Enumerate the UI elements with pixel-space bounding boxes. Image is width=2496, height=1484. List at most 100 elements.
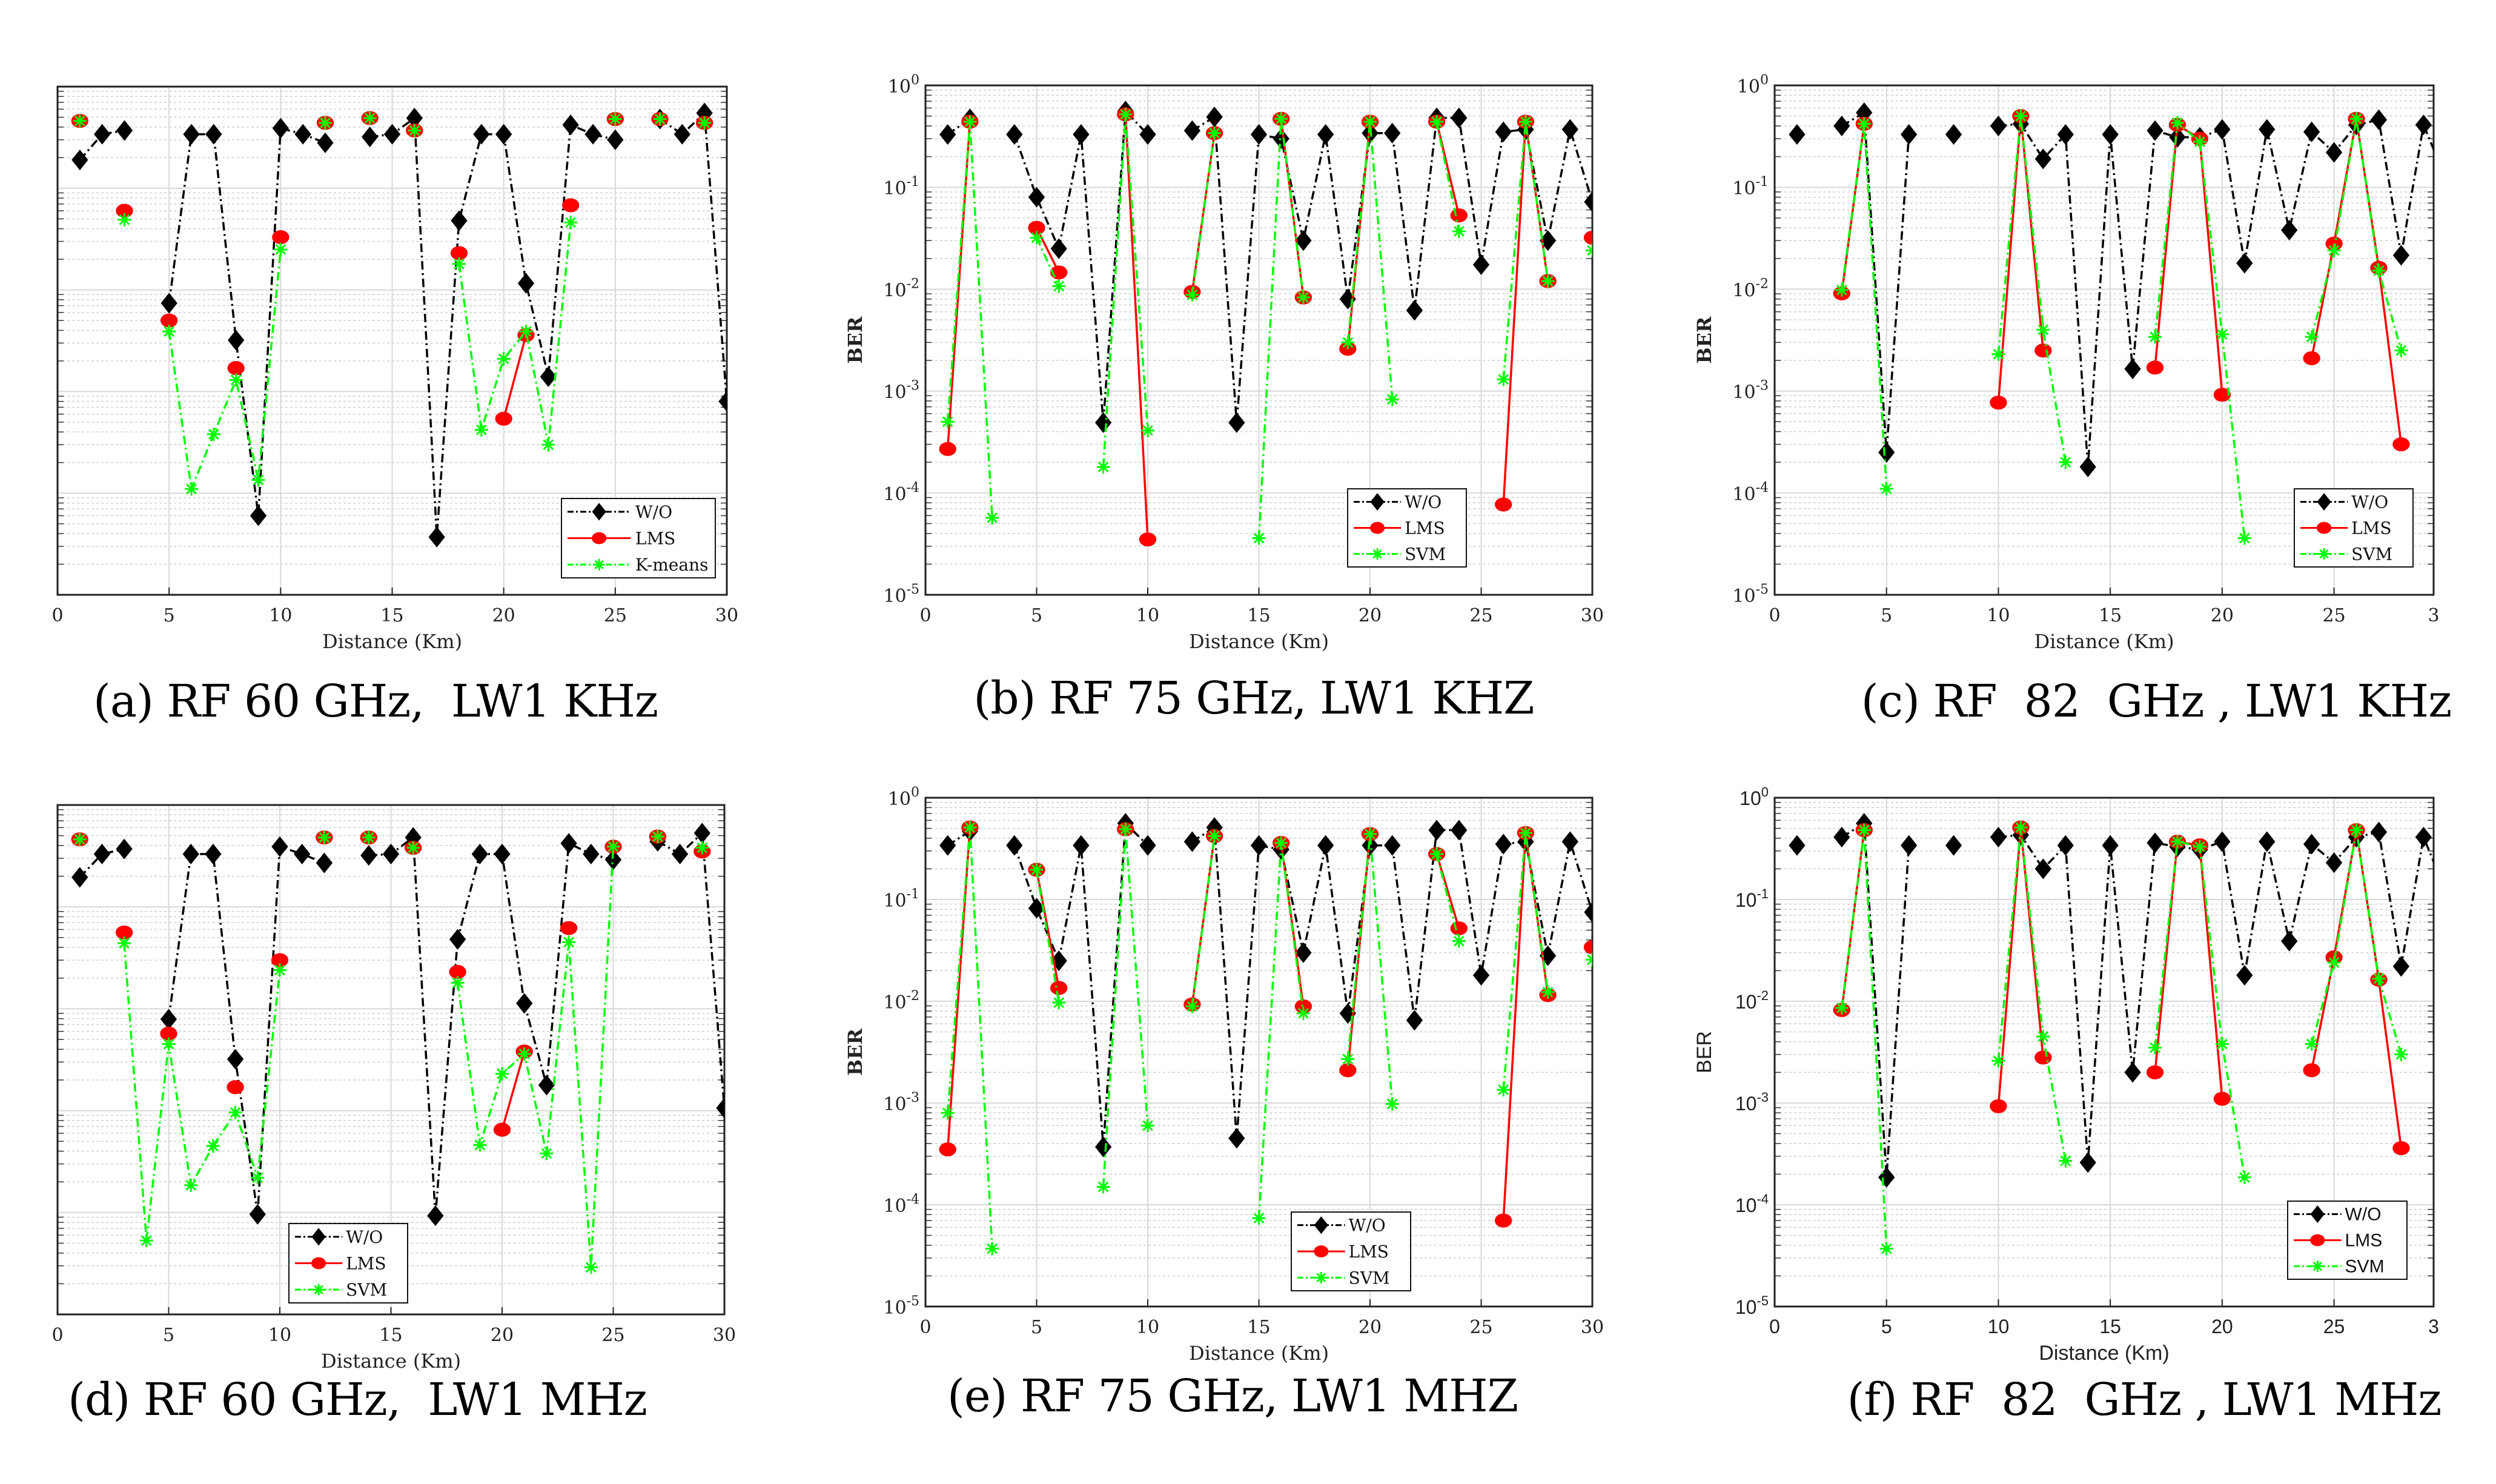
data-point [2236,253,2253,274]
asterisk-stroke [585,1262,597,1273]
data-point [251,473,265,487]
data-point [2170,116,2185,130]
x-tick-label: 0 [919,1317,931,1338]
data-point [363,111,377,125]
data-point [2370,109,2388,130]
data-point [1495,121,1512,142]
legend-marker-diamond-icon [2310,1205,2325,1224]
data-point [1541,274,1555,288]
legend-label: LMS [2345,1231,2383,1251]
series-line-segment [1124,114,1149,540]
x-tick-label: 5 [164,605,175,626]
data-point [118,213,131,227]
data-point [1990,1099,2007,1113]
asterisk-stroke [1120,824,1131,835]
asterisk-stroke [164,326,175,337]
data-point [272,230,290,245]
data-point [184,1178,198,1192]
asterisk-stroke [1587,958,1592,966]
data-point [493,1122,511,1137]
data-point [2193,840,2206,853]
data-point [1139,835,1156,856]
asterisk-stroke [474,1139,486,1151]
data-point [2146,1065,2164,1079]
x-tick-label: 15 [1247,605,1270,626]
asterisk-stroke [2328,245,2340,256]
data-point [2327,243,2341,257]
legend-label: SVM [1349,1268,1390,1288]
data-point [1857,117,1871,131]
legend-label: W/O [2351,492,2388,512]
data-point [1030,863,1044,876]
asterisk-stroke [74,115,85,127]
data-point [2281,930,2298,952]
caption-b: (b) RF 75 GHz, LW1 KHZ [973,672,1534,724]
data-point [941,415,955,429]
x-tick-label: 15 [2099,605,2122,626]
legend-label: W/O [346,1227,383,1247]
data-point [1140,1119,1155,1133]
legend-marker-diamond-icon [2317,492,2331,511]
asterisk-stroke [2373,973,2385,984]
data-point [1274,112,1288,126]
data-point [272,118,289,139]
data-point [1341,336,1355,349]
data-point [2305,330,2319,344]
series-svm [1835,821,2408,1256]
asterisk-stroke [1298,1008,1309,1019]
asterisk-stroke [1298,292,1309,303]
data-point [451,210,468,231]
data-point [1296,290,1310,305]
plot-series [1789,102,2434,545]
data-point [1518,826,1532,840]
caption-f: (f) RF 82 GHz , LW1 MHz [1847,1374,2442,1426]
asterisk-stroke [1498,374,1509,385]
data-point [2102,124,2119,145]
asterisk-stroke [363,832,374,843]
series-line-segment [79,847,125,878]
y-tick-label: 10-5 [1732,582,1769,607]
asterisk-stroke [1187,289,1198,300]
asterisk-stroke [364,113,376,124]
x-tick-label: 10 [1136,605,1159,626]
x-tick-label: 10 [268,1325,291,1346]
data-point [1990,827,2007,848]
series-line-segment [1997,827,2067,1161]
data-point [2170,835,2185,849]
data-point [428,526,445,548]
data-point [2303,1063,2320,1078]
asterisk-stroke [74,833,85,845]
axes-box [1773,84,2435,596]
data-point [2193,134,2206,149]
data-point [2079,1152,2096,1173]
data-point [1561,831,1578,852]
data-point [698,116,712,130]
chart-panel-e: 0 5 10 15 20 25 30 10-5 10-4 10-3 10-2 10-1 100 Dista… [844,785,1604,1365]
data-point [2303,121,2320,142]
y-tick-label: 10-4 [1735,1191,1769,1216]
asterisk-stroke [1053,280,1065,292]
data-point [73,832,87,846]
data-point [474,423,488,437]
data-point [1385,393,1399,406]
asterisk-stroke [2306,331,2317,343]
data-point [1028,187,1045,208]
plot-series [1789,813,2434,1256]
data-point [408,124,422,137]
data-point [1208,126,1222,140]
data-point [184,482,199,496]
data-point [1406,1010,1423,1031]
data-point [449,929,466,950]
asterisk-stroke [141,1235,152,1247]
data-point [1094,412,1112,433]
data-point [1252,1211,1266,1225]
data-point [2281,219,2298,240]
legend-label: LMS [635,529,675,549]
asterisk-stroke [1542,987,1554,998]
asterisk-stroke [2328,957,2340,968]
data-point [317,830,331,844]
asterisk-stroke [2015,110,2027,122]
legend-marker-circle-icon [2310,1234,2325,1247]
chart-panel-f: 0 5 10 15 20 25 3 10-5 10-4 10-3 10-2 10-1 100 Distan… [1693,784,2439,1365]
data-point [2349,823,2363,837]
